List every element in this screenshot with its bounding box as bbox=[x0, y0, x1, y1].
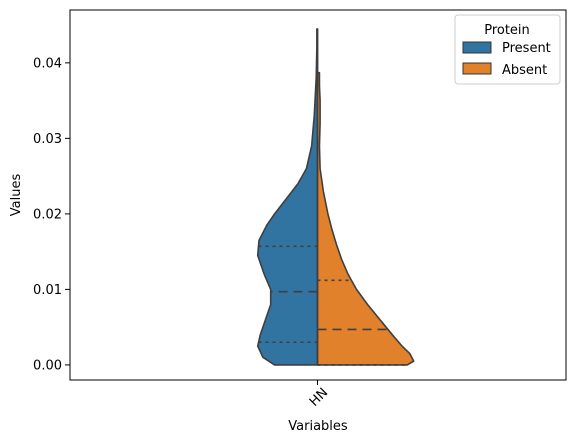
y-axis: 0.00 0.01 0.02 0.03 0.04 bbox=[33, 56, 70, 373]
legend-label-absent: Absent bbox=[502, 63, 547, 78]
violin-absent bbox=[316, 71, 415, 366]
y-tick-label: 0.03 bbox=[33, 132, 62, 147]
legend-swatch-present bbox=[462, 41, 492, 54]
x-axis-title: Variables bbox=[288, 419, 348, 434]
y-axis-title: Values bbox=[9, 174, 24, 217]
quartile-lines bbox=[258, 245, 408, 366]
y-tick-label: 0.00 bbox=[33, 358, 62, 373]
legend-title: Protein bbox=[484, 23, 530, 38]
legend: Protein Present Absent bbox=[454, 14, 561, 85]
y-tick-label: 0.02 bbox=[33, 207, 62, 222]
legend-swatch-absent bbox=[462, 62, 492, 75]
violin-present bbox=[256, 28, 319, 366]
x-tick-label: HN bbox=[307, 385, 331, 409]
x-axis: HN bbox=[307, 380, 331, 410]
y-tick-label: 0.04 bbox=[33, 56, 62, 71]
legend-label-present: Present bbox=[502, 41, 551, 56]
y-tick-label: 0.01 bbox=[33, 283, 62, 298]
violins bbox=[256, 28, 415, 366]
